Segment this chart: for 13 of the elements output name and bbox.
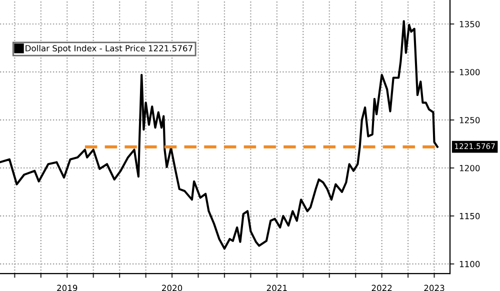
- y-tick-label: 1350: [460, 20, 480, 28]
- y-tick-label: 1300: [460, 68, 480, 76]
- y-tick-label: 1150: [460, 212, 480, 220]
- x-tick-label: 2020: [162, 284, 182, 291]
- x-tick-label: 2019: [57, 284, 78, 291]
- line-series: [0, 20, 438, 250]
- y-tick-label: 1250: [460, 116, 480, 124]
- legend-label: Dollar Spot Index - Last Price 1221.5767: [26, 44, 192, 54]
- x-tick-label: 2021: [266, 284, 287, 291]
- y-tick-label: 1100: [460, 260, 480, 268]
- y-tick-label: 1200: [460, 164, 480, 172]
- x-tick-label: 2022: [372, 284, 392, 291]
- x-tick-label: 2023: [424, 284, 444, 291]
